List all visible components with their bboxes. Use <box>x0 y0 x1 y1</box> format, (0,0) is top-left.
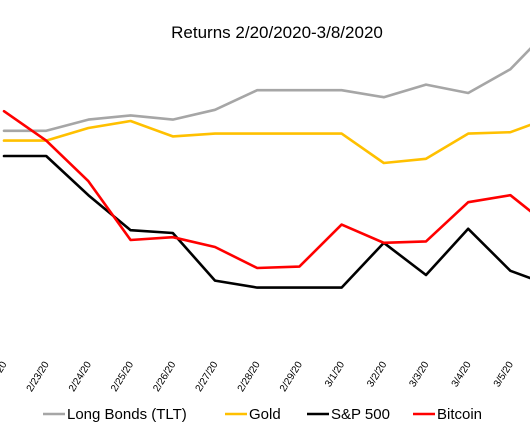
x-tick-label: 2/28/20 <box>236 359 263 393</box>
series-line-bitcoin <box>2 109 530 270</box>
x-tick-label: 3/5/20 <box>492 359 516 389</box>
x-tick-label: 2/26/20 <box>151 359 178 393</box>
legend-label: Long Bonds (TLT) <box>67 406 187 423</box>
x-tick-label: 3/2/20 <box>365 359 389 389</box>
x-tick-label: 3/1/20 <box>323 359 347 389</box>
legend: Long Bonds (TLT) Gold S&P 500 Bitcoin <box>43 406 482 423</box>
series-line-s-p-500 <box>2 154 530 289</box>
legend-label: Bitcoin <box>437 406 482 423</box>
x-tick-label: 2/24/20 <box>67 359 94 393</box>
x-tick-label: 2/23/20 <box>25 359 52 393</box>
legend-label: Gold <box>249 406 281 423</box>
x-tick-label: /20 <box>0 359 10 377</box>
x-tick-label: 2/29/20 <box>278 359 305 393</box>
series-line-long-bonds-tlt <box>2 47 530 133</box>
x-tick-label: 2/25/20 <box>109 359 136 393</box>
legend-label: S&P 500 <box>331 406 390 423</box>
x-tick-label: 3/3/20 <box>407 359 431 389</box>
series-layer <box>2 47 530 289</box>
x-axis-tick-labels: /20 2/23/20 2/24/20 2/25/20 2/26/20 2/27/20 2/… <box>0 359 516 394</box>
x-tick-label: 3/4/20 <box>450 359 474 389</box>
series-line-gold <box>2 119 530 165</box>
chart-title: Returns 2/20/2020-3/8/2020 <box>171 23 383 42</box>
x-tick-label: 2/27/20 <box>194 359 221 393</box>
